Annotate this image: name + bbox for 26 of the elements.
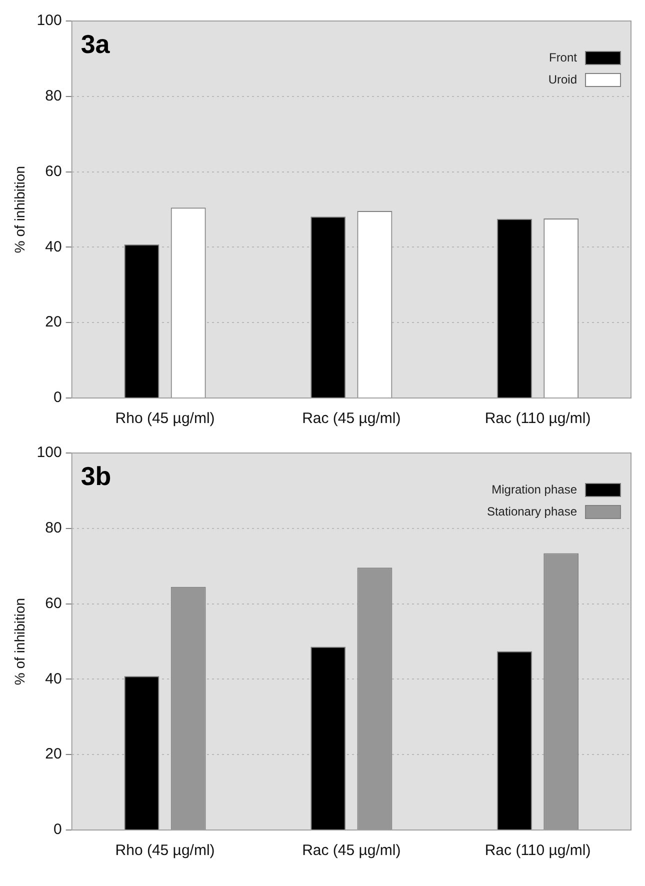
y-tick-label: 80	[45, 88, 62, 105]
x-tick-label: Rac (110 µg/ml)	[484, 842, 591, 860]
legend-label: Uroid	[548, 72, 577, 86]
legend-label: Stationary phase	[486, 504, 578, 518]
x-tick-label: Rac (45 µg/ml)	[302, 842, 401, 860]
x-tick-label: Rho (45 µg/ml)	[115, 842, 215, 860]
y-axis-title: % of inhibition	[11, 166, 28, 254]
x-tick-label: Rac (45 µg/ml)	[302, 410, 401, 428]
chart-title: 3b	[80, 461, 112, 492]
y-tick-label: 40	[45, 670, 62, 688]
y-tick-label: 0	[53, 821, 62, 838]
legend-label: Front	[548, 50, 578, 64]
legend-label: Migration phase	[492, 482, 578, 496]
y-tick-label: 40	[45, 238, 62, 256]
y-tick-label: 80	[45, 520, 62, 537]
y-axis-title: % of inhibition	[11, 598, 28, 686]
y-tick-label: 100	[36, 12, 62, 30]
chart-title: 3a	[80, 29, 110, 60]
y-tick-label: 20	[45, 314, 62, 331]
y-tick-label: 100	[36, 444, 62, 462]
y-tick-label: 60	[45, 594, 62, 612]
x-tick-label: Rac (110 µg/ml)	[484, 410, 591, 428]
y-tick-label: 20	[45, 746, 62, 763]
y-tick-label: 60	[45, 162, 62, 180]
x-tick-label: Rho (45 µg/ml)	[115, 410, 215, 428]
y-tick-label: 0	[53, 389, 62, 406]
